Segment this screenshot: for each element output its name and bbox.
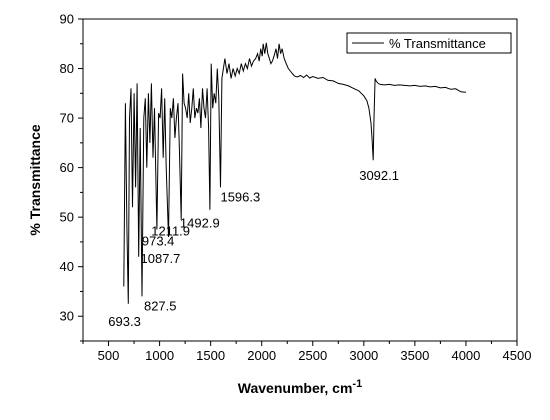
peak-label: 1211.9	[151, 224, 190, 239]
legend-label: % Transmittance	[389, 36, 486, 51]
x-tick-label: 1000	[145, 348, 174, 363]
legend-box	[346, 32, 512, 54]
x-axis-title-superscript: -1	[352, 378, 362, 390]
y-tick-label: 80	[60, 61, 74, 76]
x-tick-label: 2500	[298, 348, 327, 363]
peak-label: 1492.9	[180, 216, 220, 231]
y-axis: 30 40 50 60 70 80 90	[60, 12, 83, 342]
peak-label: 1087.7	[141, 251, 181, 266]
x-axis-title-main: Wavenumber, cm	[238, 380, 353, 396]
peak-label: 693.3	[108, 314, 141, 329]
x-tick-label: 4500	[503, 348, 532, 363]
peak-label: 1596.3	[220, 189, 260, 204]
x-tick-label: 1500	[196, 348, 225, 363]
x-tick-label: 3000	[349, 348, 378, 363]
x-axis: 500 1000 1500 2000 2500 3000 3500 4000 4500	[82, 341, 532, 363]
y-tick-label: 70	[60, 111, 74, 126]
y-tick-label: 30	[60, 309, 74, 324]
x-tick-label: 500	[98, 348, 120, 363]
legend: % Transmittance	[346, 32, 512, 54]
x-tick-label: 2000	[247, 348, 276, 363]
x-tick-label: 3500	[400, 348, 429, 363]
x-tick-label: 4000	[451, 348, 480, 363]
plot-frame	[82, 18, 518, 342]
y-tick-label: 50	[60, 210, 74, 225]
x-axis-title: Wavenumber, cm-1	[238, 378, 362, 396]
y-tick-label: 60	[60, 160, 74, 175]
y-axis-title: % Transmittance	[27, 124, 43, 235]
peak-label: 827.5	[144, 298, 177, 313]
transmittance-line	[123, 42, 466, 304]
peak-label: 3092.1	[359, 168, 399, 183]
y-tick-label: 40	[60, 259, 74, 274]
y-tick-label: 90	[60, 12, 74, 27]
peak-label: 973.4	[142, 234, 175, 249]
